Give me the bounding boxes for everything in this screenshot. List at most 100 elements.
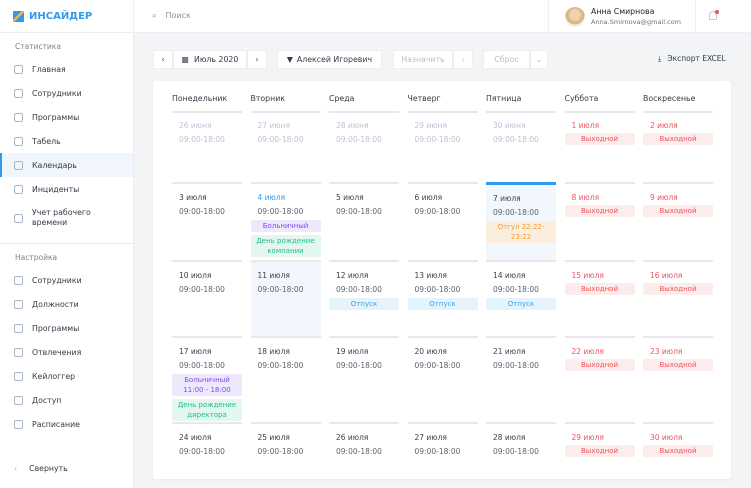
day-date: 23 июля [650, 347, 683, 356]
off-event-badge[interactable]: Отгул 22:22- 23:22 [486, 221, 556, 243]
weekend-event-badge[interactable]: Выходной [564, 283, 635, 295]
day-cell[interactable]: 21 июля 09:00-18:00 [486, 338, 556, 424]
day-cell[interactable]: 25 июля 09:00-18:00 [251, 424, 321, 474]
sidebar-item-items2-3[interactable]: Отвлечения [0, 340, 133, 364]
day-cell[interactable]: 27 июня 09:00-18:00 [251, 112, 321, 182]
day-date: 30 июля [650, 433, 683, 442]
day-cell[interactable]: 19 июля 09:00-18:00 [329, 338, 399, 424]
row-divider [172, 336, 242, 338]
bday-event-badge[interactable]: День рождение директора [172, 399, 242, 421]
day-cell[interactable]: 2 июля Выходной [643, 112, 713, 182]
bday-event-badge[interactable]: День рождение компании [250, 235, 321, 257]
day-cell[interactable]: 28 июня 09:00-18:00 [329, 112, 399, 182]
sidebar-item-items1-2[interactable]: Программы [0, 105, 133, 129]
weekend-event-badge[interactable]: Выходной [564, 445, 635, 457]
filter-label: Алексей Игоревич [296, 55, 373, 64]
row-divider [329, 260, 399, 262]
sidebar-item-items1-6[interactable]: Учет рабочего времени [0, 201, 133, 235]
day-cell[interactable]: 26 июля 09:00-18:00 [329, 424, 399, 474]
reset-button[interactable]: Сброс [483, 50, 530, 69]
sidebar-item-items2-6[interactable]: Расписание [0, 412, 133, 436]
day-cell[interactable]: 9 июля Выходной [643, 184, 713, 262]
sidebar-item-items1-4[interactable]: Календарь [0, 153, 133, 177]
user-email: Anna.Smirnova@gmail.com [591, 18, 681, 26]
weekend-event-badge[interactable]: Выходной [564, 205, 635, 217]
assign-chevron[interactable]: › [453, 50, 473, 69]
day-cell[interactable]: 16 июля Выходной [643, 262, 713, 338]
work-hours: 09:00-18:00 [179, 361, 225, 370]
row-divider [564, 182, 635, 184]
vac-event-badge[interactable]: Отпуск [407, 298, 478, 310]
prev-month-button[interactable]: ‹ [153, 50, 173, 69]
day-cell[interactable]: 29 июля Выходной [564, 424, 635, 474]
assign-button[interactable]: Назначить [393, 50, 453, 69]
vac-event-badge[interactable]: Отпуск [486, 298, 556, 310]
user-icon [14, 88, 23, 98]
weekend-event-badge[interactable]: Выходной [643, 205, 713, 217]
day-cell[interactable]: 28 июля 09:00-18:00 [486, 424, 556, 474]
day-cell[interactable]: 14 июля 09:00-18:00 Отпуск [486, 262, 556, 338]
weekend-event-badge[interactable]: Выходной [564, 133, 635, 145]
work-hours: 09:00-18:00 [414, 285, 461, 294]
day-cell[interactable]: 8 июля Выходной [564, 184, 635, 262]
day-cell[interactable]: 27 июля 09:00-18:00 [408, 424, 478, 474]
sidebar-item-items2-5[interactable]: Доступ [0, 388, 133, 412]
weekend-event-badge[interactable]: Выходной [643, 359, 713, 371]
weekend-event-badge[interactable]: Выходной [564, 359, 635, 371]
sidebar-item-label: Учет рабочего времени [32, 208, 91, 227]
vac-event-badge[interactable]: Отпуск [329, 298, 399, 310]
weekend-event-badge[interactable]: Выходной [643, 445, 713, 457]
day-cell[interactable]: 1 июля Выходной [564, 112, 635, 182]
day-cell[interactable]: 20 июля 09:00-18:00 [408, 338, 478, 424]
day-cell[interactable]: 5 июля 09:00-18:00 [329, 184, 399, 262]
day-cell[interactable]: 26 июня 09:00-18:00 [172, 112, 242, 182]
sidebar-item-items1-0[interactable]: Главная [0, 57, 133, 81]
day-cell[interactable]: 7 июля 09:00-18:00 Отгул 22:22- 23:22 [486, 182, 556, 262]
day-cell[interactable]: 22 июля Выходной [564, 338, 635, 424]
row-divider [250, 260, 321, 262]
logo[interactable]: ИНСАЙДЕР [0, 0, 133, 33]
row-divider [172, 422, 242, 424]
reset-dropdown[interactable]: ⌄ [530, 50, 548, 69]
export-excel-button[interactable]: ⤓ Экспорт EXCEL [658, 54, 726, 64]
chevron-left-icon: ‹ [14, 464, 18, 473]
day-cell[interactable]: 30 июля Выходной [643, 424, 713, 474]
sidebar-item-items2-2[interactable]: Программы [0, 316, 133, 340]
collapse-button[interactable]: ‹ Свернуть [14, 464, 68, 473]
day-cell[interactable]: 4 июля 09:00-18:00 Больничный День рождение… [250, 184, 321, 262]
day-cell[interactable]: 24 июля 09:00-18:00 [172, 424, 242, 474]
day-cell[interactable]: 12 июля 09:00-18:00 Отпуск [329, 262, 399, 338]
sidebar-item-items2-4[interactable]: Кейлоггер [0, 364, 133, 388]
day-cell[interactable]: 13 июля 09:00-18:00 Отпуск [407, 262, 478, 338]
employee-filter[interactable]: ▼ Алексей Игоревич [277, 50, 382, 69]
next-month-button[interactable]: › [247, 50, 267, 69]
work-hours: 09:00-18:00 [414, 361, 461, 370]
sidebar-item-items1-3[interactable]: Табель [0, 129, 133, 153]
day-cell[interactable]: 3 июля 09:00-18:00 [172, 184, 242, 262]
day-cell[interactable]: 29 июня 09:00-18:00 [408, 112, 478, 182]
search-input[interactable]: ⌕ Поиск [152, 11, 191, 21]
day-cell[interactable]: 10 июля 09:00-18:00 [172, 262, 242, 338]
user-profile[interactable]: Анна Смирнова Anna.Smirnova@gmail.com [548, 0, 696, 33]
sick-event-badge[interactable]: Больничный 11:00 - 18:00 [172, 374, 242, 396]
weekend-event-badge[interactable]: Выходной [643, 133, 713, 145]
brand-name: ИНСАЙДЕР [29, 10, 93, 22]
sidebar-item-items2-0[interactable]: Сотрудники [0, 268, 133, 292]
weekend-event-badge[interactable]: Выходной [643, 283, 713, 295]
day-cell[interactable]: 23 июля Выходной [643, 338, 713, 424]
work-hours: 09:00-18:00 [493, 447, 539, 456]
day-cell[interactable]: 18 июля 09:00-18:00 [251, 338, 321, 424]
sidebar-item-items2-1[interactable]: Должности [0, 292, 133, 316]
day-cell[interactable]: 30 июня 09:00-18:00 [486, 112, 556, 182]
sidebar-item-label: Расписание [32, 419, 80, 429]
sidebar-item-items1-1[interactable]: Сотрудники [0, 81, 133, 105]
sick-event-badge[interactable]: Больничный [250, 220, 321, 232]
day-cell[interactable]: 6 июля 09:00-18:00 [408, 184, 478, 262]
day-cell[interactable]: 11 июля 09:00-18:00 [250, 262, 321, 338]
day-cell[interactable]: 17 июля 09:00-18:00 Больничный 11:00 - 18:… [172, 338, 242, 424]
day-cell[interactable]: 15 июля Выходной [564, 262, 635, 338]
export-label: Экспорт EXCEL [667, 54, 726, 63]
month-picker[interactable]: ▦ Июль 2020 [173, 50, 247, 69]
bell-icon[interactable] [709, 10, 719, 20]
sidebar-item-items1-5[interactable]: Инциденты [0, 177, 133, 201]
